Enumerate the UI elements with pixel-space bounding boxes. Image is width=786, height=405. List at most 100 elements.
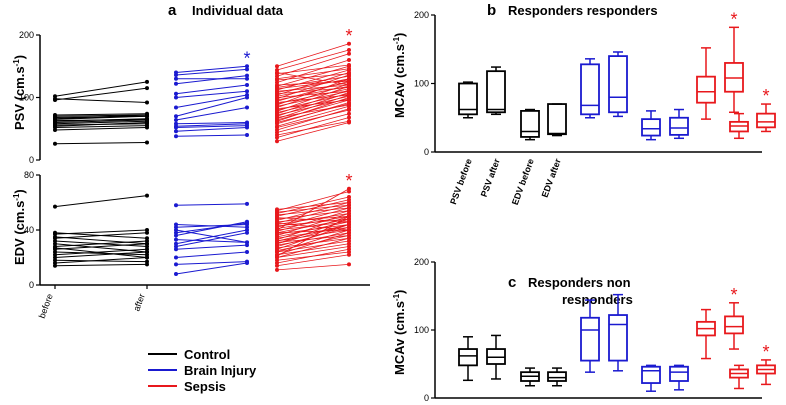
psv-pair-line [276,87,350,95]
psv-pair-line [276,72,350,86]
edv-before-point [53,234,57,239]
edv-before-point [174,262,178,267]
edv-before-point [275,267,279,272]
psv-before-point [174,81,178,86]
psv-pair-line [175,68,248,76]
edv-after-point [245,230,249,235]
edv-pair-line [54,232,148,239]
psv-before-point [174,121,178,126]
panel-b-tick-label: 100 [414,79,429,89]
psv-pair-line [276,90,350,98]
edv-before-point [53,241,57,246]
psv-tick-label: 100 [19,93,34,103]
psv-pair-line [175,107,248,121]
psv-after-point [347,79,351,84]
psv-pair-line [276,82,350,97]
edv-before-point [174,255,178,260]
edv-pair-line [276,204,350,213]
edv-pair-line [276,251,350,261]
psv-after-point [245,64,249,69]
psv-pair-line [276,79,350,90]
psv-after-point [347,66,351,71]
edv-after-point [347,222,351,227]
edv-after-point [347,208,351,213]
edv-after-point [245,250,249,254]
edv-after-point [347,239,351,243]
psv-before-point [174,118,178,122]
psv-pair-line [276,75,350,88]
edv-before-point [53,250,57,254]
psv-pair-line [276,109,350,128]
psv-individual-plot: 0 100 200 * * PSV (cm.s-1) [12,26,353,165]
edv-after-point [145,247,149,252]
psv-after-point [245,93,249,97]
psv-after-point [245,76,249,81]
edv-pair-line [175,262,248,275]
edv-before-point [53,263,57,268]
psv-after-point [245,67,249,72]
psv-pair-line [276,64,350,75]
edv-before-point [53,255,57,260]
psv-significance-star: * [345,26,352,46]
edv-pair-line [276,207,350,216]
panel-b-category-label: PSV before [448,157,474,206]
psv-pair-line [276,99,350,110]
panel-c-title-line2: responders [562,292,633,307]
psv-pair-line [175,75,248,85]
psv-pair-line [54,127,148,131]
edv-after-point [347,206,351,210]
psv-pair-line [175,134,248,137]
edv-pair-line [276,204,350,224]
psv-before-point [174,95,178,100]
edv-after-point [145,244,149,249]
psv-after-point [145,117,149,122]
edv-pair-line [276,217,350,223]
panel-b-box-iqr [580,63,600,116]
psv-pair-line [175,84,248,95]
psv-pair-line [276,80,350,86]
panel-c-box-iqr [641,365,661,384]
panel-c-box-iqr [608,314,628,362]
panel-b-boxplot: 0 100 200 * * PSV before PSV after EDV before… [392,9,776,206]
psv-pair-line [175,127,248,132]
psv-pair-line [54,114,148,117]
edv-before-point [53,244,57,249]
psv-before-point [174,105,178,110]
psv-pair-line [175,123,248,127]
legend-label-control: Control [184,347,230,362]
edv-pair-line [276,191,350,212]
psv-after-point [145,86,149,91]
edv-before-point [275,261,279,265]
psv-pair-line [54,142,148,145]
panel-c-tick-label: 100 [414,325,429,335]
psv-after-point [245,83,249,87]
panel-c-tick-label: 200 [414,257,429,267]
psv-pair-line [54,118,148,122]
panel-c-y-label: MCAv (cm.s-1) [392,290,407,375]
psv-after-point [347,48,351,52]
psv-after-point [347,111,351,116]
psv-after-point [347,93,351,97]
edv-pair-line [175,229,248,243]
panel-c-tick-label: 0 [424,393,429,403]
edv-after-point [245,259,249,264]
edv-pair-line [54,257,148,264]
panel-c-box-iqr [724,315,744,335]
panel-b-title: Responders responders [508,3,658,18]
edv-after-point [145,230,149,235]
legend-label-sepsis: Sepsis [184,379,226,394]
psv-before-point [174,134,178,139]
psv-after-point [145,111,149,116]
panel-b-tick-label: 200 [414,10,429,20]
panel-a-letter: a [168,2,177,19]
panel-b-box-significance-star: * [730,9,737,29]
psv-after-point [347,58,351,62]
edv-pair-line [276,215,350,223]
edv-after-point [347,236,351,241]
edv-pair-line [175,244,248,250]
psv-pair-line [54,125,148,128]
edv-tick-label: 0 [29,280,34,290]
psv-after-point [145,140,149,145]
panel-c-box-significance-star: * [730,285,737,305]
edv-after-point [145,241,149,246]
